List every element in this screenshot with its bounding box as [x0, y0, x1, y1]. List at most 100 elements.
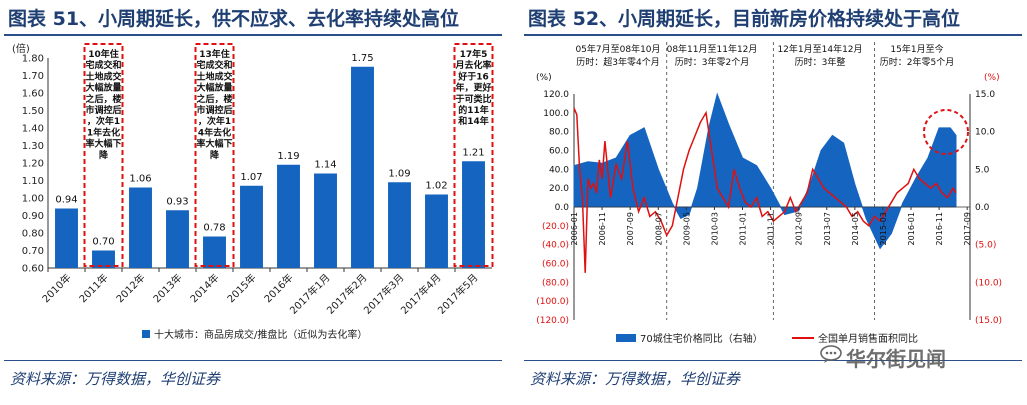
left-tick-label: 80.0 [549, 128, 569, 138]
bar-value-label: 0.78 [203, 223, 225, 234]
left-tick-label: (40.0) [542, 241, 569, 251]
legend-swatch-price [616, 334, 636, 342]
legend-label-price: 70城住宅价格同比（右轴） [640, 332, 763, 345]
left-tick-label: 0.0 [555, 203, 570, 213]
period-label: 12年1月至14年12月 [777, 43, 862, 55]
legend-label-sales: 全国单月销售面积同比 [818, 332, 918, 345]
watermark-text: 华尔街见闻 [846, 347, 946, 371]
left-tick-label: 100.0 [543, 109, 569, 119]
bar-value-label: 1.02 [425, 181, 447, 192]
x-tick-label: 2011-01 [739, 212, 748, 245]
bar [92, 250, 115, 268]
bar-value-label: 0.93 [166, 196, 188, 207]
x-tick-label: 2012-09 [795, 212, 804, 245]
left-tick-label: 60.0 [549, 147, 569, 157]
y-tick-label: 1.30 [22, 141, 44, 152]
x-tick-label: 2015年 [224, 271, 258, 305]
x-tick-label: 2014-05 [851, 212, 860, 245]
legend-label: 十大城市：商品房成交/推盘比（近似为去化率） [154, 328, 367, 341]
right-chart-title: 图表 52、小周期延长，目前新房价格持续处于高位 [528, 8, 961, 30]
y-tick-label: 1.70 [22, 71, 44, 82]
x-tick-label: 2007-09 [626, 212, 635, 245]
bar [462, 161, 485, 268]
bar-value-label: 1.21 [462, 147, 484, 158]
period-duration: 历时：超3年零4个月 [576, 56, 659, 68]
area-series-price [573, 92, 957, 250]
bar-value-label: 0.94 [55, 195, 77, 206]
annotation-box [453, 43, 494, 267]
right-tick-label: (15.0) [975, 316, 1002, 326]
left-bar-chart: (倍) 0.60 0.70 0.80 0.90 1.00 1.10 1.20 1.30 1.40 1… [12, 42, 494, 341]
left-tick-label: (100.0) [536, 297, 569, 307]
bar-value-label: 1.14 [314, 160, 336, 171]
left-tick-label: 40.0 [549, 165, 569, 175]
y-tick-label: 1.40 [22, 124, 44, 135]
x-tick-label: 2016年 [261, 271, 295, 305]
right-tick-label: (5.0) [975, 241, 996, 251]
x-tick-label: 2017-09 [963, 212, 972, 245]
right-source-note: 资料来源：万得数据，华创证券 [530, 370, 741, 388]
legend-swatch [142, 330, 150, 338]
x-tick-label: 2010年 [39, 271, 73, 305]
x-tick-label: 2011-11 [767, 212, 776, 245]
left-axis-unit: (%) [536, 73, 552, 83]
y-axis-unit: (倍) [12, 42, 30, 55]
bar-value-label: 1.06 [129, 174, 151, 185]
period-label: 15年1月至今 [890, 43, 943, 55]
y-tick-label: 1.10 [22, 176, 44, 187]
bar [314, 173, 337, 268]
bar-value-label: 1.09 [388, 168, 410, 179]
period-label: 08年11月至11年12月 [667, 43, 758, 55]
bar [166, 210, 189, 268]
right-title-rule [524, 34, 1022, 36]
x-tick-label: 2014年 [187, 271, 221, 305]
right-tick-label: 15.0 [975, 90, 995, 100]
annotation-text: 13年住宅成交和土地成交大幅放量之后，楼市调控后，次年1 4年去化率大幅下降 [196, 48, 232, 161]
bar [277, 164, 300, 268]
period-duration: 历时：2年零5个月 [880, 56, 954, 68]
line-series-sales [573, 107, 957, 273]
left-tick-label: (120.0) [536, 316, 569, 326]
bar [203, 236, 226, 268]
y-tick-label: 0.60 [22, 264, 44, 275]
left-source-rule [4, 360, 502, 361]
period-duration: 历时：3年整 [795, 56, 846, 68]
y-tick-label: 1.60 [22, 89, 44, 100]
y-tick-label: 0.90 [22, 211, 44, 222]
x-tick-label: 2013年 [150, 271, 184, 305]
left-tick-label: 20.0 [549, 184, 569, 194]
period-duration: 历时：3年零2个月 [675, 56, 749, 68]
annotation-box [194, 43, 235, 267]
left-title-rule [4, 34, 502, 36]
x-tick-label: 2008-07 [654, 212, 663, 245]
bar [55, 208, 78, 268]
x-tick-label: 2012年 [113, 271, 147, 305]
right-tick-label: 5.0 [975, 165, 990, 175]
x-tick-label: 2013-07 [823, 212, 832, 245]
x-tick-label: 2011年 [76, 271, 110, 305]
annotation-box [83, 43, 124, 267]
right-axis-unit: (%) [984, 73, 1000, 83]
x-tick-label: 2015-03 [879, 212, 888, 245]
x-tick-label: 2016-11 [935, 212, 944, 245]
y-tick-label: 0.70 [22, 246, 44, 257]
right-tick-label: 10.0 [975, 128, 995, 138]
x-tick-label: 2009-05 [682, 212, 691, 245]
bar-value-label: 1.75 [351, 53, 373, 64]
x-tick-label: 2017年5月 [435, 271, 481, 317]
bar-value-label: 1.07 [240, 172, 262, 183]
right-tick-label: 0.0 [975, 203, 990, 213]
x-tick-label: 2016-01 [907, 212, 916, 245]
y-tick-label: 1.20 [22, 159, 44, 170]
left-tick-label: 120.0 [543, 90, 569, 100]
x-tick-label: 2006-01 [570, 212, 579, 245]
bar [425, 194, 448, 268]
left-tick-label: (60.0) [542, 260, 569, 270]
left-tick-label: (80.0) [542, 278, 569, 288]
period-label: 05年7月至08年10月 [575, 43, 660, 55]
right-source-rule [524, 360, 1022, 361]
y-tick-label: 1.00 [22, 194, 44, 205]
bar [351, 66, 374, 268]
bar [240, 185, 263, 268]
annotation-text: 10年住宅成交和土地成交大幅放量之后，楼市调控后，次年1 1年去化率大幅下降 [85, 48, 121, 161]
